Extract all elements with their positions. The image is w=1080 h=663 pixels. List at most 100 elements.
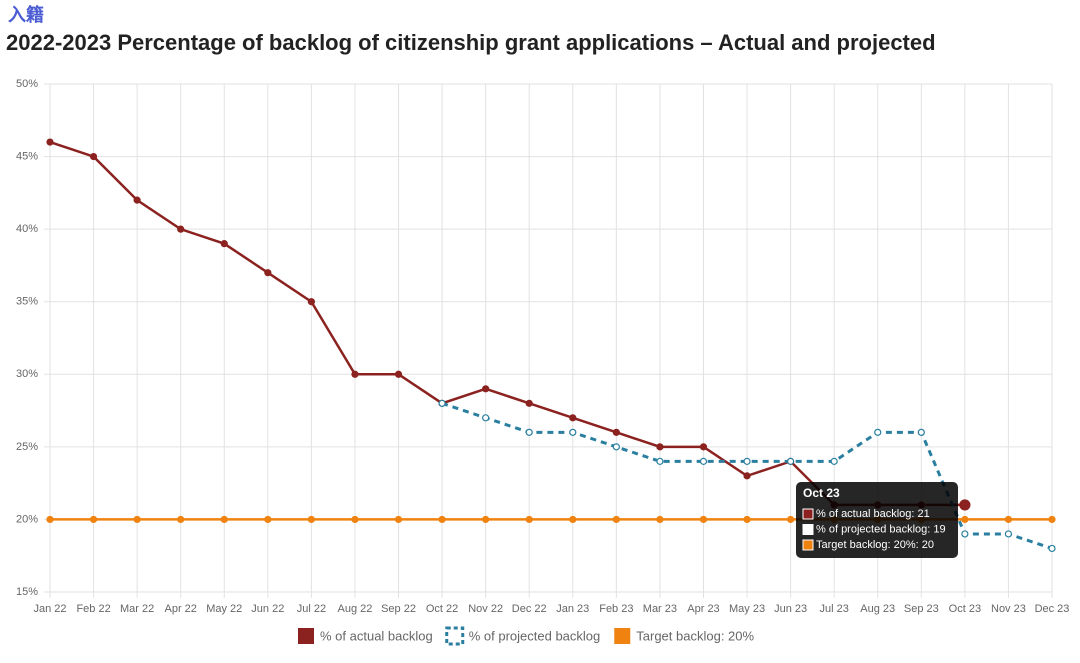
x-tick-label: Jul 23 xyxy=(819,603,848,615)
point xyxy=(351,515,359,524)
tooltip xyxy=(796,482,958,558)
point xyxy=(307,298,315,306)
point xyxy=(220,240,228,248)
tooltip-item: % of projected backlog: 19 xyxy=(816,523,946,535)
legend-swatch xyxy=(614,628,631,644)
point xyxy=(482,385,490,393)
point xyxy=(917,428,925,436)
y-tick-label: 35% xyxy=(16,296,38,308)
tooltip-item: % of actual backlog: 21 xyxy=(816,508,930,520)
legend-swatch xyxy=(445,626,465,646)
point xyxy=(438,399,446,407)
point xyxy=(959,499,971,511)
point xyxy=(525,515,533,524)
x-tick-label: Oct 23 xyxy=(949,603,981,615)
point xyxy=(46,515,54,524)
point xyxy=(699,443,708,451)
point xyxy=(569,428,577,436)
point xyxy=(612,443,620,451)
tooltip-swatch xyxy=(802,508,814,520)
point xyxy=(307,515,315,524)
point xyxy=(46,138,54,146)
point xyxy=(569,515,577,524)
tooltip-swatch xyxy=(802,539,814,551)
point xyxy=(177,515,185,524)
point xyxy=(961,530,969,538)
x-tick-label: Feb 23 xyxy=(599,603,633,615)
point xyxy=(264,515,272,524)
x-tick-label: Jan 22 xyxy=(33,603,66,615)
x-tick-label: Nov 23 xyxy=(991,603,1026,615)
y-tick-label: 20% xyxy=(16,513,38,525)
y-tick-label: 50% xyxy=(16,78,38,90)
header-link[interactable]: 入籍 xyxy=(8,4,44,25)
chart-title: 2022-2023 Percentage of backlog of citiz… xyxy=(6,30,936,55)
point xyxy=(1048,544,1056,553)
point xyxy=(656,457,664,465)
y-tick-label: 25% xyxy=(16,441,38,453)
point xyxy=(351,370,359,378)
point xyxy=(220,515,228,524)
x-tick-label: Apr 22 xyxy=(164,603,196,615)
point xyxy=(438,515,446,524)
point xyxy=(482,515,490,524)
point xyxy=(656,443,664,451)
point xyxy=(133,196,141,204)
legend-label: % of actual backlog xyxy=(320,628,433,643)
point xyxy=(177,225,185,233)
y-tick-label: 15% xyxy=(16,586,38,598)
point xyxy=(787,515,795,524)
point xyxy=(1048,515,1056,524)
point xyxy=(656,515,664,524)
y-tick-label: 40% xyxy=(16,223,38,235)
x-tick-label: Dec 23 xyxy=(1035,603,1070,615)
point xyxy=(525,428,533,436)
point xyxy=(394,515,403,524)
x-tick-label: Jul 22 xyxy=(297,603,326,615)
x-tick-label: Sep 22 xyxy=(381,603,416,615)
x-tick-label: Jun 23 xyxy=(774,603,807,615)
point xyxy=(961,515,969,524)
x-tick-label: Sep 23 xyxy=(904,603,939,615)
series-line xyxy=(49,140,965,507)
point xyxy=(525,399,533,407)
point xyxy=(89,152,98,161)
x-tick-label: Jan 23 xyxy=(556,603,589,615)
point xyxy=(394,370,403,378)
point xyxy=(133,515,141,524)
x-tick-label: Apr 23 xyxy=(687,603,719,615)
y-tick-label: 30% xyxy=(16,368,38,380)
legend-swatch xyxy=(298,628,314,644)
point xyxy=(787,457,795,465)
legend-label: % of projected backlog xyxy=(469,628,601,643)
tooltip-swatch xyxy=(802,524,814,535)
x-tick-label: Aug 22 xyxy=(338,603,373,615)
point xyxy=(89,515,98,524)
point xyxy=(743,515,751,524)
y-tick-label: 45% xyxy=(16,150,38,162)
legend-label: Target backlog: 20% xyxy=(636,628,754,643)
x-tick-label: Aug 23 xyxy=(860,603,895,615)
point xyxy=(1004,515,1013,524)
x-tick-label: May 23 xyxy=(729,603,765,615)
x-tick-label: Jun 22 xyxy=(251,603,284,615)
point xyxy=(830,457,838,465)
tooltip-title: Oct 23 xyxy=(803,486,840,500)
x-tick-label: Oct 22 xyxy=(426,603,458,615)
x-tick-label: Mar 22 xyxy=(120,603,154,615)
tooltip-item: Target backlog: 20%: 20 xyxy=(816,539,934,551)
point xyxy=(874,428,882,436)
point xyxy=(699,457,708,465)
point xyxy=(612,428,620,436)
x-tick-label: May 22 xyxy=(206,603,242,615)
point xyxy=(482,414,490,422)
point xyxy=(1004,530,1013,538)
point xyxy=(743,472,751,480)
point xyxy=(743,457,751,465)
x-tick-label: Feb 22 xyxy=(76,603,110,615)
x-tick-label: Mar 23 xyxy=(643,603,677,615)
point xyxy=(699,515,708,524)
point xyxy=(264,269,272,277)
